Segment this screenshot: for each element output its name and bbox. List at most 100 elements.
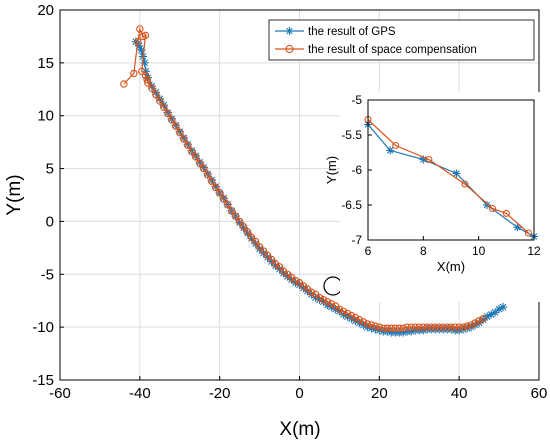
main-series-1-point: [399, 324, 407, 332]
main-x-tick-label: -60: [49, 385, 71, 402]
main-series-1-point: [471, 319, 479, 327]
main-series-1-point: [407, 323, 415, 331]
main-series-1-point: [152, 90, 160, 99]
main-y-tick-label: 20: [37, 2, 54, 19]
legend-comp-marker: [285, 44, 294, 54]
inset-series-1-point: [502, 209, 510, 217]
main-y-tick-label: 0: [46, 213, 54, 230]
y-axis-label: Y(m): [4, 174, 25, 215]
main-series-1-point: [479, 314, 487, 323]
main-series-1-point: [120, 80, 128, 88]
main-series-1-point: [359, 318, 368, 326]
main-series-1-point: [160, 103, 168, 111]
x-axis-label: X(m): [279, 419, 320, 440]
inset-y-axis-label: Y(m): [324, 156, 339, 184]
inset-series-0-point: [386, 146, 395, 155]
inset-series-0-point: [513, 223, 522, 232]
main-series-1-point: [403, 323, 411, 331]
main-series-1-point: [315, 293, 324, 302]
legend-gps-star: [285, 27, 294, 35]
main-series-1-point: [227, 207, 236, 215]
main-series-1-point: [355, 316, 364, 324]
main-series-1-point: [395, 324, 403, 332]
inset-series-1-point: [392, 141, 400, 150]
main-y-tick-label: -10: [32, 319, 54, 336]
main-series-1-point: [130, 69, 138, 78]
main-series-1-point: [196, 159, 204, 167]
main-series-1-point: [347, 311, 356, 320]
main-series-1-point: [168, 116, 176, 124]
main-series-1-point: [363, 320, 372, 328]
legend-box: [268, 19, 535, 61]
main-series-1-point: [455, 323, 463, 331]
main-series-1-point: [343, 309, 352, 318]
main-series-1-point: [367, 321, 376, 329]
main-x-tick-label: 40: [451, 385, 468, 402]
main-series-1-point: [172, 122, 180, 130]
main-series-1-point: [319, 295, 328, 304]
main-series-1-point: [415, 323, 423, 331]
main-series-1-point: [141, 31, 150, 40]
main-series-1-point: [192, 153, 200, 161]
inset-y-tick-label: -6.5: [341, 198, 362, 212]
main-series-1-point: [379, 324, 388, 332]
main-series-1-point: [156, 97, 164, 105]
main-series-1-point: [439, 323, 447, 331]
main-series-1-line: [123, 26, 484, 329]
main-series-1-point: [419, 323, 427, 331]
main-series-1-point: [176, 128, 184, 137]
main-series-1-point: [475, 317, 483, 325]
main-series-1-point: [267, 255, 276, 264]
main-series-1-point: [180, 135, 188, 143]
main-series-1-point: [451, 323, 459, 331]
inset-series: [364, 116, 538, 241]
inset-series-1-point: [461, 180, 469, 188]
main-series-1-point: [203, 171, 212, 179]
main-series-0-point: [140, 58, 149, 68]
main-series-1-point: [235, 217, 244, 226]
inset-series-1-line: [367, 119, 529, 234]
main-x-tick-label: -20: [209, 385, 231, 402]
legend: the result of GPS the result of space co…: [268, 19, 535, 61]
inset-series-0-point: [482, 201, 491, 209]
inset-series-1-point: [425, 155, 433, 164]
main-series-1-point: [148, 84, 156, 92]
main-series-1-point: [143, 76, 151, 84]
main-series-1-point: [211, 183, 220, 192]
main-series-1-point: [423, 323, 431, 331]
main-series-1-point: [223, 200, 232, 209]
main-series-1-point: [207, 177, 216, 185]
inset-background: [340, 92, 540, 302]
main-y-tick-label: -5: [41, 266, 54, 283]
zoom-circle: [323, 276, 343, 296]
main-series-1-point: [387, 324, 396, 332]
main-ticks: -60 -40 -20 0 20 40 60 -15 -10 -5 0 5 10 15 20: [32, 2, 547, 402]
inset-series-1-point: [488, 204, 497, 213]
inset-x-tick-label: 12: [527, 244, 541, 258]
main-series-1-point: [188, 147, 196, 156]
main-series-1-point: [215, 189, 224, 197]
main-series-1-point: [200, 164, 208, 173]
main-series-1-point: [463, 322, 471, 330]
inset-x-tick-label: 6: [365, 244, 372, 258]
main-y-tick-label: 15: [37, 55, 54, 72]
inset-series-1-point: [524, 229, 533, 237]
inset-y-tick-label: -5.5: [341, 128, 362, 142]
main-series-1-point: [327, 300, 336, 308]
main-series-1-point: [383, 324, 392, 332]
main-x-tick-label: 20: [371, 385, 388, 402]
main-x-tick-label: -40: [129, 385, 151, 402]
inset-x-tick-label: 8: [420, 244, 427, 258]
main-y-tick-label: 5: [46, 161, 54, 178]
main-series-1-point: [351, 313, 360, 322]
main-series-0-point: [494, 304, 504, 314]
main-series-1-point: [411, 323, 419, 331]
legend-gps-label: the result of GPS: [308, 26, 396, 38]
main-y-tick-label: 10: [37, 108, 54, 125]
main-x-tick-label: 0: [295, 385, 303, 402]
main-series-1-point: [391, 324, 399, 332]
main-series-1-point: [247, 233, 256, 241]
inset-y-tick-label: -7: [351, 233, 362, 247]
main-series-1-point: [141, 71, 150, 80]
